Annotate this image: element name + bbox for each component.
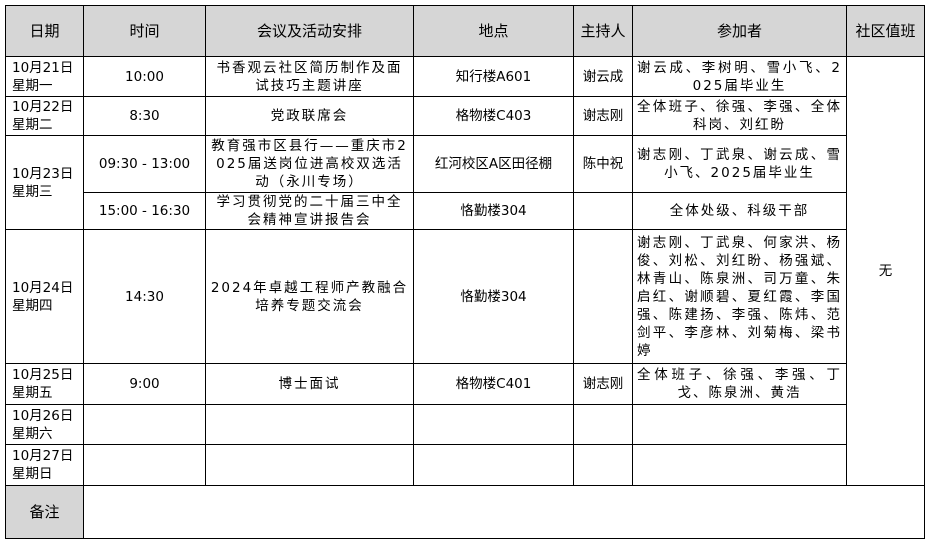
- table-row: 15:00 - 16:30 学习贯彻党的二十届三中全会精神宣讲报告会 恪勤楼30…: [6, 192, 925, 230]
- event-cell: 书香观云社区简历制作及面试技巧主题讲座: [205, 56, 414, 97]
- date-cell: 10月27日 星期日: [5, 444, 84, 486]
- weekday: 星期四: [12, 297, 53, 314]
- location-cell: 知行楼A601: [413, 56, 574, 97]
- attendees-cell: 谢志刚、丁武泉、何家洪、杨俊、刘松、刘红盼、杨强斌、林青山、陈泉洲、司万童、朱启…: [632, 229, 847, 364]
- header-duty: 社区值班: [846, 5, 925, 57]
- table-row: 10月22日 星期二 8:30 党政联席会 格物楼C403 谢志刚 全体班子、徐强…: [5, 96, 925, 136]
- attendees-cell: 全体处级、科级干部: [632, 192, 847, 230]
- table-row: 10月26日 星期六: [5, 404, 925, 445]
- header-location: 地点: [413, 5, 574, 57]
- time-cell: 09:30 - 13:00: [83, 135, 206, 193]
- date-cell: 10月22日 星期二: [5, 96, 84, 136]
- date: 10月21日: [12, 59, 74, 76]
- weekday: 星期一: [12, 77, 53, 94]
- attendees-cell: 全体班子、徐强、李强、全体科岗、刘红盼: [632, 96, 847, 136]
- time-cell: 9:00: [83, 363, 206, 405]
- event-cell: 2024年卓越工程师产教融合培养专题交流会: [205, 229, 414, 364]
- header-attendees: 参加者: [632, 5, 847, 57]
- time-cell: 8:30: [83, 96, 206, 136]
- event-cell: [205, 404, 414, 445]
- table-row: 10月23日 星期三 09:30 - 13:00 教育强市区县行——重庆市2025…: [5, 135, 925, 230]
- duty-cell: 无: [846, 56, 925, 486]
- attendees-cell: [632, 444, 847, 486]
- time-cell: 10:00: [83, 56, 206, 97]
- location-cell: 格物楼C403: [413, 96, 574, 136]
- location-cell: 恪勤楼304: [413, 229, 574, 364]
- remark-cell: [83, 485, 925, 539]
- date: 10月22日: [12, 99, 74, 115]
- date-cell: 10月24日 星期四: [5, 229, 84, 364]
- date-cell: 10月23日 星期三: [5, 135, 84, 230]
- host-cell: [573, 192, 633, 230]
- host-cell: 谢云成: [573, 56, 633, 97]
- event-cell: 教育强市区县行——重庆市2025届送岗位进高校双选活动（永川专场）: [205, 135, 414, 193]
- time-cell: 15:00 - 16:30: [83, 192, 206, 230]
- date-cell: 10月26日 星期六: [5, 404, 84, 445]
- location-cell: 格物楼C401: [413, 363, 574, 405]
- date: 10月25日: [12, 367, 74, 383]
- date: 10月26日: [12, 407, 74, 424]
- time-cell: [83, 444, 206, 486]
- table-row: 10月24日 星期四 14:30 2024年卓越工程师产教融合培养专题交流会 恪勤…: [5, 229, 925, 364]
- header-time: 时间: [83, 5, 206, 57]
- host-cell: 谢志刚: [573, 96, 633, 136]
- location-cell: 红河校区A区田径棚: [413, 135, 574, 193]
- weekday: 星期五: [12, 385, 53, 401]
- location-cell: [413, 444, 574, 486]
- date-cell: 10月25日 星期五: [5, 363, 84, 405]
- weekday: 星期六: [12, 425, 53, 442]
- date: 10月27日: [12, 448, 74, 464]
- time-cell: [83, 404, 206, 445]
- attendees-cell: 谢志刚、丁武泉、谢云成、雪小飞、2025届毕业生: [632, 135, 847, 193]
- remark-label: 备注: [5, 485, 84, 539]
- header-row: 日期 时间 会议及活动安排 地点 主持人 参加者 社区值班: [5, 5, 925, 57]
- date-cell: 10月21日 星期一: [5, 56, 84, 97]
- date: 10月24日: [12, 279, 74, 296]
- attendees-cell: 谢云成、李树明、雪小飞、2025届毕业生: [632, 56, 847, 97]
- table-row: 10月27日 星期日: [5, 444, 925, 486]
- event-cell: [205, 444, 414, 486]
- header-host: 主持人: [573, 5, 633, 57]
- date: 10月23日: [12, 165, 74, 182]
- event-cell: 党政联席会: [205, 96, 414, 136]
- host-cell: 陈中祝: [573, 135, 633, 193]
- host-cell: [573, 404, 633, 445]
- event-cell: 学习贯彻党的二十届三中全会精神宣讲报告会: [205, 192, 414, 230]
- time-cell: 14:30: [83, 229, 206, 364]
- remark-row: 备注: [5, 485, 925, 539]
- host-cell: 谢志刚: [573, 363, 633, 405]
- header-date: 日期: [5, 5, 84, 57]
- header-event: 会议及活动安排: [205, 5, 414, 57]
- location-cell: 恪勤楼304: [413, 192, 574, 230]
- table-row: 10月25日 星期五 9:00 博士面试 格物楼C401 谢志刚 全体班子、徐强、…: [5, 363, 925, 405]
- host-cell: [573, 229, 633, 364]
- event-cell: 博士面试: [205, 363, 414, 405]
- attendees-cell: 全体班子、徐强、李强、丁戈、陈泉洲、黄浩: [632, 363, 847, 405]
- weekday: 星期三: [12, 183, 53, 200]
- weekday: 星期二: [12, 117, 53, 133]
- weekday: 星期日: [12, 466, 53, 482]
- location-cell: [413, 404, 574, 445]
- host-cell: [573, 444, 633, 486]
- weekly-schedule-table: 日期 时间 会议及活动安排 地点 主持人 参加者 社区值班 10月21日 星期一 …: [5, 5, 925, 539]
- table-row: 10月21日 星期一 10:00 书香观云社区简历制作及面试技巧主题讲座 知行楼A…: [5, 56, 925, 486]
- attendees-cell: [632, 404, 847, 445]
